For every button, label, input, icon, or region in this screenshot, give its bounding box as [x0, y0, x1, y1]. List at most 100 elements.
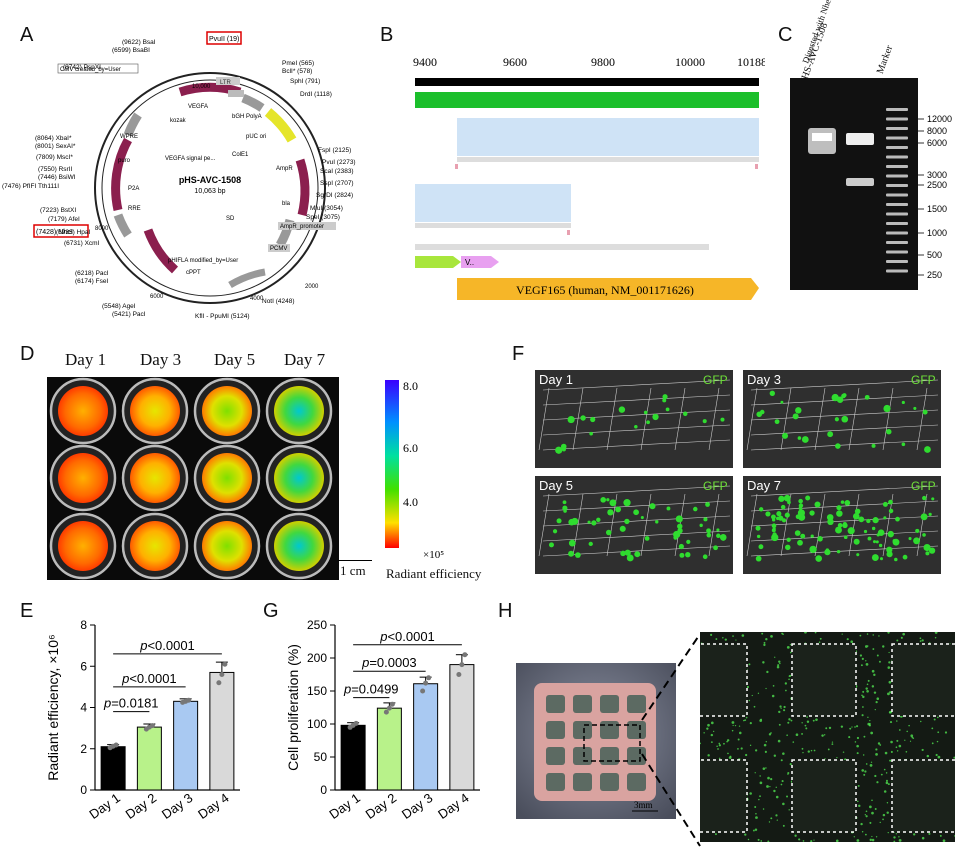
scaffold-pore	[546, 695, 565, 713]
gfp-cell	[662, 394, 668, 400]
gfp-cell	[888, 499, 893, 505]
gfp-cell	[774, 419, 780, 425]
gfp-cell	[872, 540, 877, 544]
gfp-cell	[835, 526, 842, 534]
plasmid-tick: 6000	[150, 294, 164, 300]
gfp-cell	[878, 543, 883, 548]
y-tick-label: 0	[320, 783, 327, 797]
gfp-cell	[634, 425, 638, 429]
data-point	[219, 672, 225, 677]
gfp-cell	[928, 547, 936, 554]
plasmid-tick: 2000	[305, 284, 319, 290]
gfp-cell	[705, 502, 710, 507]
confocal-grid: Day 1 GFP Day 3 GFP Day 5 GFP Day 7 GFP	[535, 370, 941, 574]
restriction-site-label: SgrDI (2824)	[316, 192, 353, 199]
x-tick-label: Day 1	[86, 790, 122, 822]
colorbar-tick: 8.0	[403, 379, 418, 393]
gfp-cell	[928, 512, 932, 517]
ladder-band	[886, 260, 908, 263]
gfp-cell	[633, 509, 639, 516]
restriction-site-label: (7446) BsiWI	[38, 174, 76, 181]
gfp-cell	[787, 500, 791, 505]
data-point	[462, 652, 468, 658]
gfp-cell	[655, 520, 659, 524]
gfp-cell	[758, 544, 764, 550]
gfp-cell	[895, 516, 900, 522]
gfp-cell	[913, 406, 917, 410]
restriction-site-label: (8742) PspXI	[63, 64, 101, 71]
x-tick-label: Day 4	[195, 790, 231, 822]
gfp-cell	[640, 515, 644, 520]
restriction-site-label: (6218) PacI	[75, 270, 109, 277]
data-point	[426, 675, 432, 681]
restriction-site-label: (7809) MscI*	[36, 154, 73, 161]
data-point	[186, 697, 192, 703]
restriction-site-label: (6174) FseI	[75, 278, 108, 285]
feature-label: PCMV	[270, 246, 287, 252]
gfp-cell	[841, 393, 846, 399]
gfp-cell	[716, 528, 720, 532]
y-tick-label: 150	[307, 684, 327, 698]
gfp-cell	[716, 533, 721, 539]
scaffold-pore	[627, 773, 646, 791]
gfp-cell	[568, 550, 575, 557]
gfp-cell	[606, 498, 610, 502]
nhei-site: (7428) NheI	[36, 229, 73, 236]
gfp-cell	[720, 417, 725, 422]
restriction-site-label: (6731) XcmI	[64, 240, 100, 247]
ivis-signal	[274, 521, 324, 571]
gfp-cell	[840, 500, 845, 504]
bar	[340, 724, 366, 791]
signal-feature-label: V..	[465, 258, 474, 267]
gfp-cell	[596, 517, 601, 523]
colorbar-tick: 4.0	[403, 495, 418, 509]
panel-label-f: F	[512, 343, 525, 365]
gfp-cell	[626, 554, 634, 562]
gfp-cell	[781, 518, 787, 523]
gfp-cell	[769, 390, 775, 396]
scaffold-pore	[627, 721, 646, 739]
gfp-cell	[677, 528, 683, 534]
gfp-cell	[780, 400, 784, 404]
gfp-cell	[677, 523, 683, 530]
p-value-label: p<0.0001	[121, 671, 177, 686]
gfp-cell	[882, 501, 888, 507]
ladder-band	[886, 241, 908, 244]
restriction-site-label: FspI (2125)	[318, 147, 351, 154]
data-point	[216, 680, 222, 686]
gel-lane-label: Marker	[874, 43, 896, 76]
alignment-tick: 10000	[675, 55, 705, 69]
x-tick-label: Day 2	[363, 790, 399, 822]
ivis-signal	[130, 521, 180, 571]
gfp-cell	[605, 529, 612, 536]
feature-label: puro	[118, 158, 131, 164]
gfp-cell	[646, 420, 650, 425]
y-tick-label: 2	[80, 742, 87, 756]
data-point	[113, 742, 119, 748]
gfp-cell	[620, 550, 626, 557]
gfp-cell	[888, 508, 894, 514]
panel-label-g: G	[263, 600, 279, 622]
confocal-day-label: Day 7	[747, 478, 781, 493]
ladder-marker-label: 500	[927, 250, 942, 260]
confocal-day-label: Day 3	[747, 372, 781, 387]
gfp-cell	[925, 551, 930, 556]
ivis-signal	[202, 521, 252, 571]
confocal-channel-label: GFP	[703, 373, 728, 387]
gfp-cell	[879, 557, 884, 561]
gfp-cell	[843, 535, 848, 540]
gfp-cell	[920, 513, 928, 521]
gfp-cell	[686, 539, 691, 544]
ladder-band	[886, 127, 908, 130]
feature-label: pUC ori	[246, 134, 266, 140]
ivis-signal	[274, 386, 324, 436]
read-coverage-1	[457, 118, 759, 156]
gfp-cell	[867, 536, 872, 541]
x-tick-label: Day 3	[399, 790, 435, 822]
restriction-site-label: (7476) PfIFI Tth111I	[2, 183, 59, 190]
gfp-cell	[591, 520, 597, 526]
gfp-cell	[756, 411, 763, 418]
gfp-cell	[798, 513, 806, 521]
gfp-cell	[771, 523, 777, 529]
bar	[449, 664, 475, 791]
